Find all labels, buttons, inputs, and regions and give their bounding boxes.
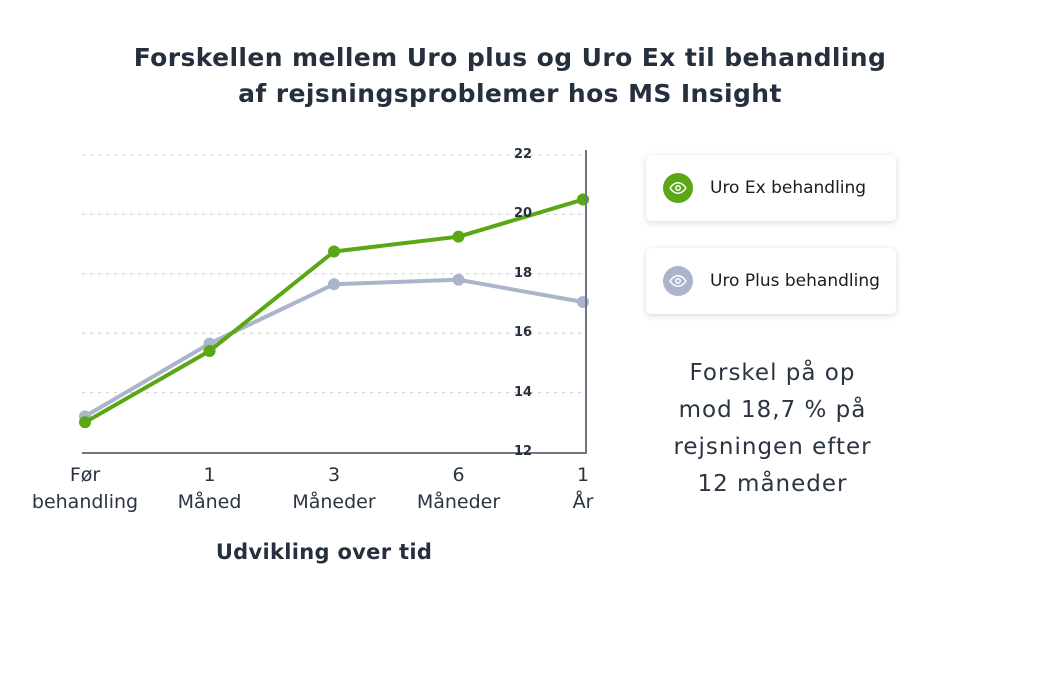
x-axis-tick-label-bottom: Måneder: [416, 491, 501, 513]
x-axis-tick-label-top: Før: [69, 464, 101, 486]
data-point[interactable]: [452, 273, 465, 286]
legend: Uro Ex behandling Uro Plus behandling: [646, 155, 896, 314]
y-axis-tick-label: 22: [514, 147, 533, 162]
x-axis-tick-label-top: 1: [576, 464, 590, 486]
x-axis-line: [82, 452, 586, 454]
callout-line-3: rejsningen efter: [673, 434, 872, 460]
data-point[interactable]: [203, 345, 216, 358]
page-title-line-2: af rejsningsproblemer hos MS Insight: [238, 79, 782, 108]
x-axis-tick-label-bottom: Måned: [177, 491, 242, 513]
x-axis-title: Udvikling over tid: [215, 540, 433, 564]
y-axis-line: [585, 150, 587, 454]
y-axis-tick-label: 14: [514, 384, 533, 400]
x-axis-tick-label: Før behandling: [10, 462, 160, 516]
x-axis-tick-label-top: 3: [327, 464, 341, 486]
x-axis-tick-label: 3 Måneder: [259, 462, 409, 516]
series-line: [83, 197, 585, 425]
data-point[interactable]: [577, 193, 589, 206]
data-point[interactable]: [577, 296, 589, 309]
data-point[interactable]: [328, 245, 340, 258]
x-axis-tick-label-bottom: behandling: [31, 491, 139, 513]
page-title-line-1: Forskellen mellem Uro plus og Uro Ex til…: [133, 43, 887, 72]
x-axis-tick-label-bottom: Måneder: [292, 491, 376, 513]
eye-icon: [663, 173, 693, 203]
y-axis-tick-label: 16: [514, 325, 533, 341]
x-axis-tick-label-top: 1: [203, 464, 216, 486]
callout-line-1: Forskel på op: [689, 360, 856, 386]
legend-item-label: Uro Plus behandling: [710, 271, 880, 291]
callout-line-4: 12 måneder: [697, 471, 848, 497]
x-axis-tick-label-bottom: År: [572, 491, 594, 513]
plot-area: [79, 150, 589, 455]
gridlines: [82, 154, 586, 394]
legend-item-uro-plus[interactable]: Uro Plus behandling: [646, 248, 896, 314]
callout-line-2: mod 18,7 % på: [678, 397, 867, 423]
legend-item-uro-ex[interactable]: Uro Ex behandling: [646, 155, 896, 221]
callout-note: Forskel på op mod 18,7 % på rejsningen e…: [620, 355, 925, 503]
y-axis-tick-label: 12: [514, 444, 533, 459]
x-axis-tick-label-top: 6: [452, 464, 465, 486]
page-title: Forskellen mellem Uro plus og Uro Ex til…: [60, 40, 960, 112]
data-point[interactable]: [79, 416, 91, 429]
series-layer: [79, 193, 589, 429]
data-point[interactable]: [452, 230, 465, 243]
data-point[interactable]: [328, 278, 340, 291]
x-axis-tick-label: 1 År: [508, 462, 658, 516]
line-chart-svg: [79, 154, 589, 429]
x-axis-tick-label: 6 Måneder: [384, 462, 534, 516]
y-axis-tick-label: 20: [514, 206, 533, 222]
eye-icon: [663, 266, 693, 296]
legend-item-label: Uro Ex behandling: [710, 178, 867, 198]
y-axis-tick-label: 18: [514, 265, 533, 281]
series-line: [83, 277, 585, 419]
x-axis-tick-label: 1 Måned: [135, 462, 285, 516]
